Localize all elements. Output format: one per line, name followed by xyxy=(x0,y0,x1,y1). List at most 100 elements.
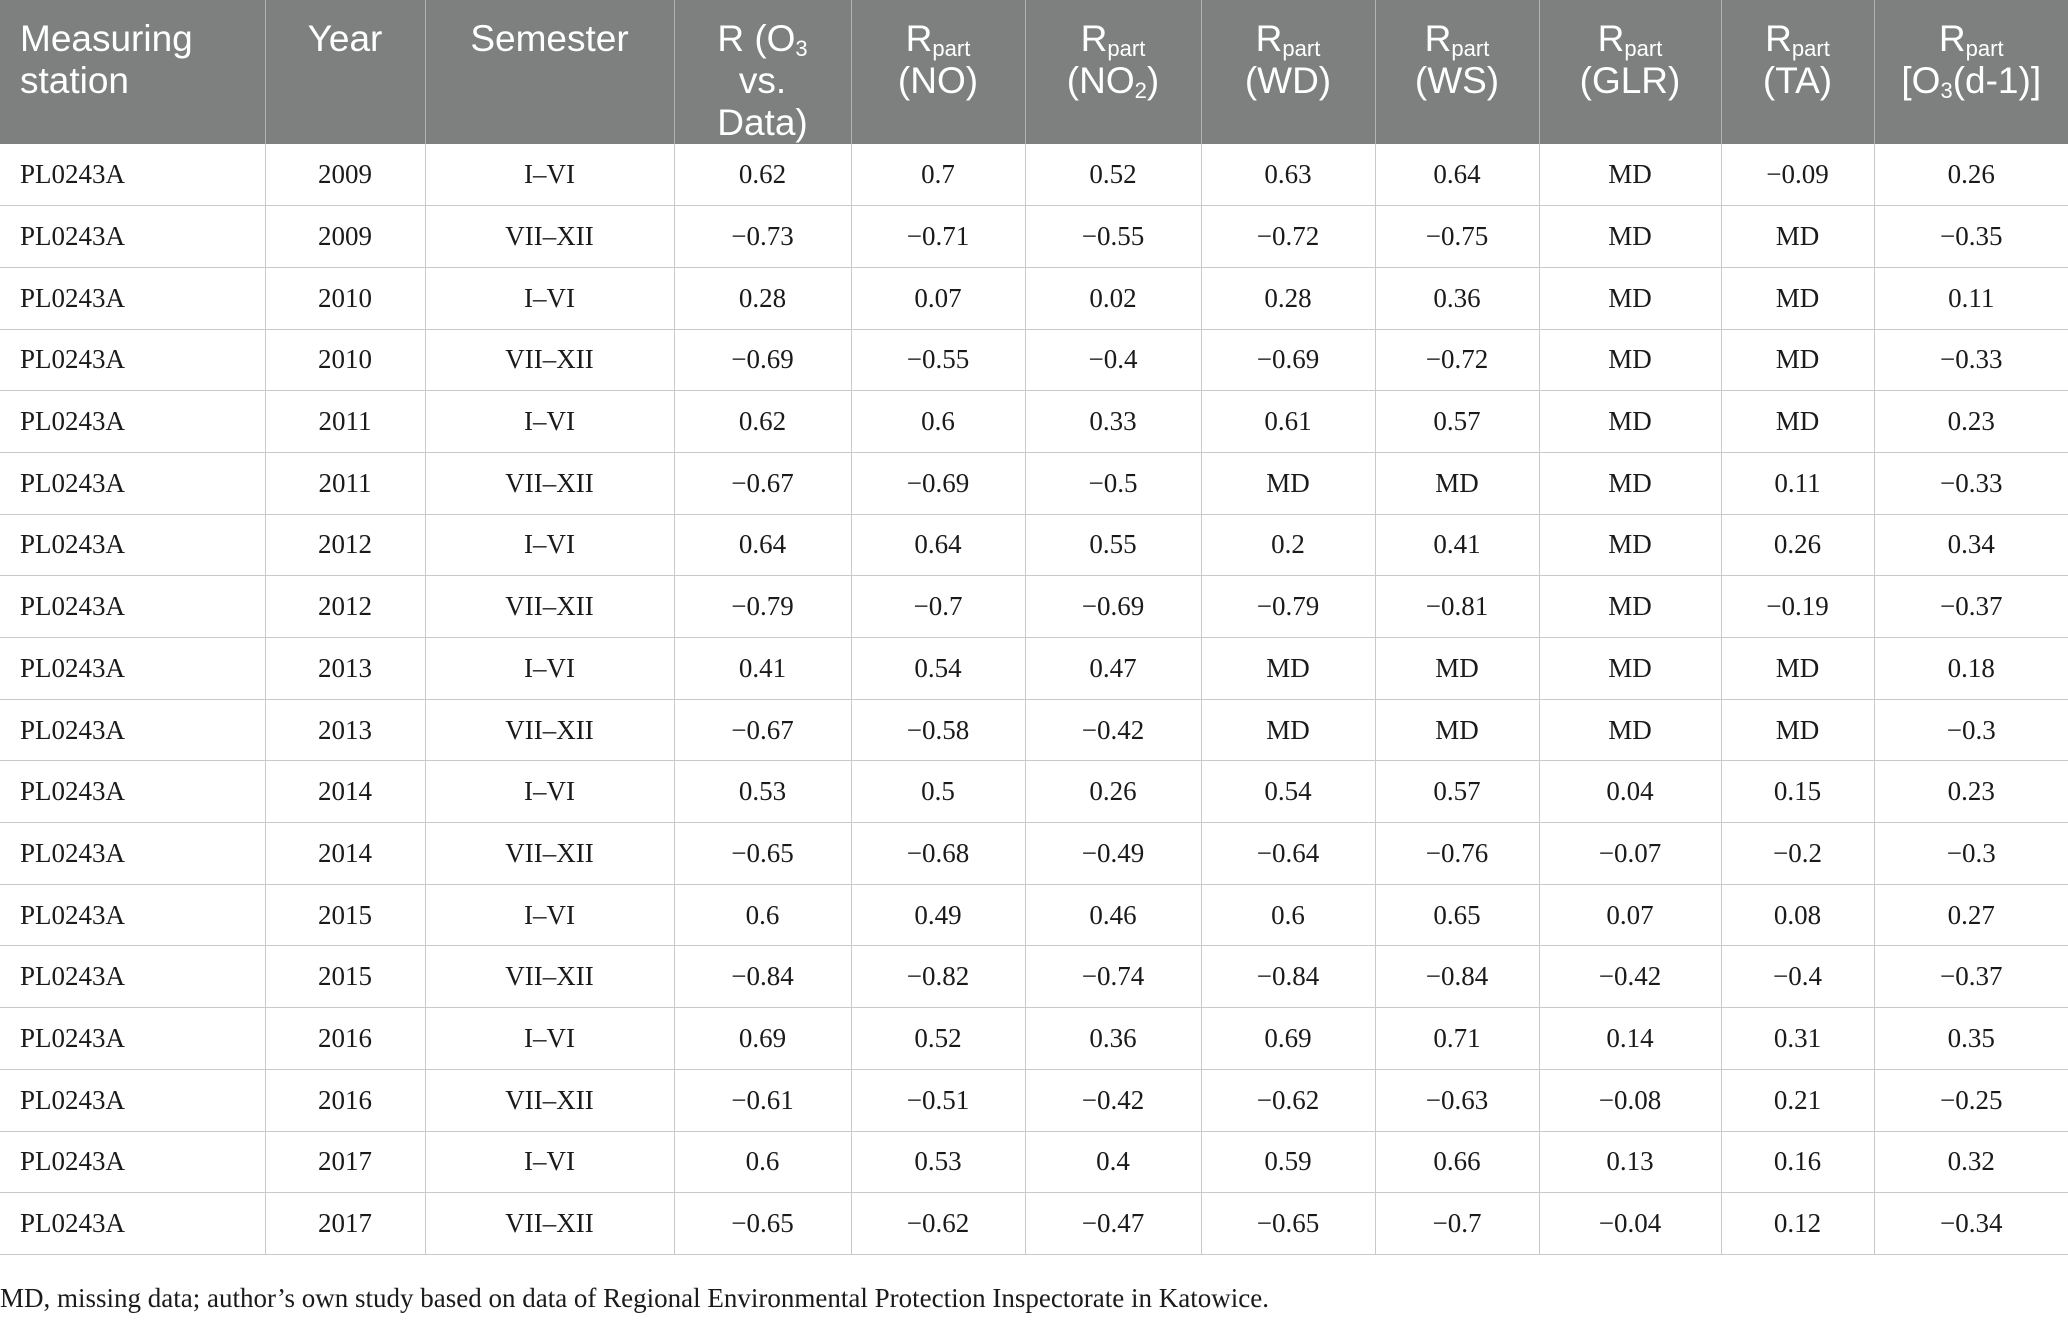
table-row: PL0243A 2014 VII–XII −0.65 −0.68 −0.49 −0.64 −0… xyxy=(0,822,2068,885)
header-text-sub2: 2 xyxy=(1134,78,1147,103)
cell-rpart-no: −0.55 xyxy=(851,329,1026,392)
cell-rpart-ws: −0.7 xyxy=(1375,1192,1540,1255)
cell-rpart-o3-lag: 0.18 xyxy=(1874,637,2068,700)
cell-semester: VII–XII xyxy=(425,1192,675,1255)
header-text-sub: part xyxy=(1451,36,1490,61)
cell-rpart-glr: MD xyxy=(1539,575,1722,638)
cell-year: 2012 xyxy=(265,514,426,577)
cell-rpart-wd: 0.61 xyxy=(1201,390,1376,453)
cell-rpart-ws: −0.84 xyxy=(1375,945,1540,1009)
cell-year: 2013 xyxy=(265,699,426,762)
header-text-main: R xyxy=(1080,18,1108,59)
cell-rpart-ws: 0.71 xyxy=(1375,1007,1540,1070)
cell-rpart-no2: −0.5 xyxy=(1025,452,1202,515)
table-row: PL0243A 2011 VII–XII −0.67 −0.69 −0.5 MD MD MD 0.… xyxy=(0,452,2068,515)
cell-semester: VII–XII xyxy=(425,452,675,515)
cell-rpart-no2: −0.42 xyxy=(1025,1069,1202,1132)
cell-rpart-no2: 0.4 xyxy=(1025,1131,1202,1194)
cell-rpart-wd: −0.72 xyxy=(1201,205,1376,268)
cell-r-o3-vs-data: 0.62 xyxy=(674,144,852,207)
cell-r-o3-vs-data: −0.67 xyxy=(674,452,852,515)
cell-rpart-ws: −0.76 xyxy=(1375,822,1540,885)
cell-semester: I–VI xyxy=(425,760,675,824)
cell-rpart-no2: 0.52 xyxy=(1025,144,1202,207)
header-year: Year xyxy=(265,0,426,144)
cell-rpart-glr: MD xyxy=(1539,514,1722,577)
cell-rpart-ws: −0.72 xyxy=(1375,329,1540,392)
header-text-main: R xyxy=(905,18,933,59)
header-text-after: (GLR) xyxy=(1579,60,1681,101)
cell-year: 2015 xyxy=(265,884,426,947)
cell-rpart-o3-lag: 0.11 xyxy=(1874,267,2068,330)
cell-rpart-no: 0.54 xyxy=(851,637,1026,700)
header-text-sub: 3 xyxy=(795,36,808,61)
cell-station: PL0243A xyxy=(0,390,266,453)
table-row: PL0243A 2011 I–VI 0.62 0.6 0.33 0.61 0.57 MD MD 0.… xyxy=(0,390,2068,453)
cell-rpart-ta: 0.12 xyxy=(1721,1192,1875,1255)
cell-rpart-glr: 0.13 xyxy=(1539,1131,1722,1194)
cell-rpart-no2: 0.02 xyxy=(1025,267,1202,330)
cell-rpart-glr: −0.04 xyxy=(1539,1192,1722,1255)
cell-r-o3-vs-data: −0.65 xyxy=(674,1192,852,1255)
cell-r-o3-vs-data: −0.61 xyxy=(674,1069,852,1132)
cell-rpart-ta: 0.21 xyxy=(1721,1069,1875,1132)
cell-station: PL0243A xyxy=(0,575,266,638)
table-footnote: MD, missing data; author’s own study bas… xyxy=(0,1283,1269,1313)
cell-rpart-o3-lag: 0.23 xyxy=(1874,760,2068,824)
cell-rpart-no: 0.52 xyxy=(851,1007,1026,1070)
table-header: Measuring station Year Semester R (O3 vs. D… xyxy=(0,0,2068,144)
header-text-main: R xyxy=(1938,18,1966,59)
cell-rpart-o3-lag: −0.37 xyxy=(1874,575,2068,638)
cell-rpart-no: 0.07 xyxy=(851,267,1026,330)
header-text-sub: part xyxy=(1965,36,2004,61)
cell-rpart-ws: 0.66 xyxy=(1375,1131,1540,1194)
header-text-after: [O xyxy=(1901,60,1941,101)
cell-rpart-wd: MD xyxy=(1201,637,1376,700)
header-text-main: Semester xyxy=(470,18,629,59)
cell-r-o3-vs-data: 0.6 xyxy=(674,1131,852,1194)
cell-rpart-glr: −0.08 xyxy=(1539,1069,1722,1132)
cell-station: PL0243A xyxy=(0,144,266,207)
cell-rpart-glr: MD xyxy=(1539,205,1722,268)
cell-semester: I–VI xyxy=(425,267,675,330)
cell-semester: VII–XII xyxy=(425,205,675,268)
cell-semester: VII–XII xyxy=(425,945,675,1009)
cell-station: PL0243A xyxy=(0,1069,266,1132)
cell-rpart-no2: −0.4 xyxy=(1025,329,1202,392)
cell-rpart-no: −0.51 xyxy=(851,1069,1026,1132)
cell-rpart-glr: 0.04 xyxy=(1539,760,1722,824)
cell-rpart-o3-lag: 0.26 xyxy=(1874,144,2068,207)
cell-year: 2009 xyxy=(265,144,426,207)
table-row: PL0243A 2017 I–VI 0.6 0.53 0.4 0.59 0.66 0.13 0.1… xyxy=(0,1131,2068,1194)
table-row: PL0243A 2016 VII–XII −0.61 −0.51 −0.42 −0.62 −0… xyxy=(0,1069,2068,1132)
cell-rpart-ta: 0.26 xyxy=(1721,514,1875,577)
cell-rpart-ws: MD xyxy=(1375,699,1540,762)
header-text-main: R (O xyxy=(717,18,796,59)
cell-r-o3-vs-data: −0.65 xyxy=(674,822,852,885)
cell-rpart-ta: MD xyxy=(1721,637,1875,700)
header-text-after: (WS) xyxy=(1414,60,1500,101)
cell-r-o3-vs-data: −0.79 xyxy=(674,575,852,638)
cell-rpart-no2: −0.55 xyxy=(1025,205,1202,268)
cell-rpart-ta: −0.19 xyxy=(1721,575,1875,638)
header-rpart-glr: Rpart (GLR) xyxy=(1539,0,1722,144)
cell-rpart-ws: MD xyxy=(1375,452,1540,515)
table-row: PL0243A 2015 VII–XII −0.84 −0.82 −0.74 −0.84 −0… xyxy=(0,945,2068,1009)
cell-semester: I–VI xyxy=(425,637,675,700)
cell-rpart-glr: 0.07 xyxy=(1539,884,1722,947)
cell-station: PL0243A xyxy=(0,452,266,515)
cell-rpart-glr: MD xyxy=(1539,144,1722,207)
cell-rpart-ta: 0.08 xyxy=(1721,884,1875,947)
cell-rpart-wd: −0.79 xyxy=(1201,575,1376,638)
cell-rpart-glr: MD xyxy=(1539,267,1722,330)
cell-r-o3-vs-data: 0.62 xyxy=(674,390,852,453)
header-text-sub2: 3 xyxy=(1940,78,1953,103)
cell-station: PL0243A xyxy=(0,1192,266,1255)
cell-rpart-ta: 0.11 xyxy=(1721,452,1875,515)
cell-rpart-ta: 0.16 xyxy=(1721,1131,1875,1194)
cell-rpart-no: 0.5 xyxy=(851,760,1026,824)
cell-year: 2014 xyxy=(265,760,426,824)
cell-rpart-ta: −0.2 xyxy=(1721,822,1875,885)
cell-rpart-wd: −0.64 xyxy=(1201,822,1376,885)
cell-rpart-o3-lag: −0.34 xyxy=(1874,1192,2068,1255)
